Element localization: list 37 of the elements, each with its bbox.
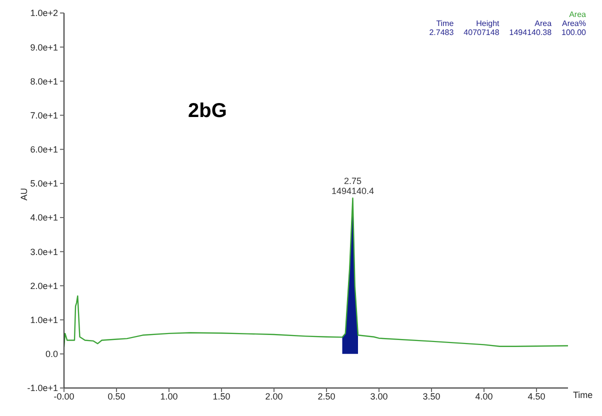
y-tick-label: 5.0e+1 [30,178,58,189]
x-tick-label: 4.00 [475,391,493,402]
y-tick-label: 9.0e+1 [30,42,58,52]
annotation: Area% [562,19,586,28]
y-tick-label: 2.0e+1 [30,280,58,291]
annotation: 2.75 [344,176,362,186]
text: 2bG [188,100,227,123]
x-tick-label: -0.00 [54,391,74,402]
x-tick-label: 3.50 [422,391,440,402]
annotation: Time [435,19,454,28]
x-tick-label: 1.00 [160,391,178,402]
y-tick-label: -1.0e+1 [27,383,58,394]
x-axis-title: Time [573,390,593,400]
y-tick-label: 0.0 [45,349,58,360]
y-axis-title: AU [19,188,30,200]
y-tick-label: 8.0e+1 [30,76,58,86]
y-tick-label: 4.0e+1 [30,212,58,223]
annotation: 1494140.38 [509,28,552,37]
y-tick-label: 1.0e+2 [30,8,58,18]
annotation: 40707148 [464,28,500,37]
x-tick-label: 4.50 [528,391,546,402]
y-tick-label: 3.0e+1 [30,246,58,257]
annotation: 100.00 [562,28,586,37]
annotation: 2.7483 [429,28,454,37]
y-tick-label: 7.0e+1 [30,110,58,120]
x-tick-label: 0.50 [108,391,126,402]
x-tick-label: 2.50 [318,391,336,402]
y-tick-label: 6.0e+1 [30,144,58,155]
y-tick-label: 1.0e+1 [30,315,58,326]
annotation: Area [534,19,552,28]
annotation: 1494140.4 [331,186,374,196]
line-series [64,198,568,348]
text: Area [568,10,586,19]
x-tick-label: 2.00 [265,391,283,402]
x-tick-label: 1.50 [212,391,230,402]
annotation: Height [475,19,500,28]
x-tick-label: 3.00 [370,391,388,402]
